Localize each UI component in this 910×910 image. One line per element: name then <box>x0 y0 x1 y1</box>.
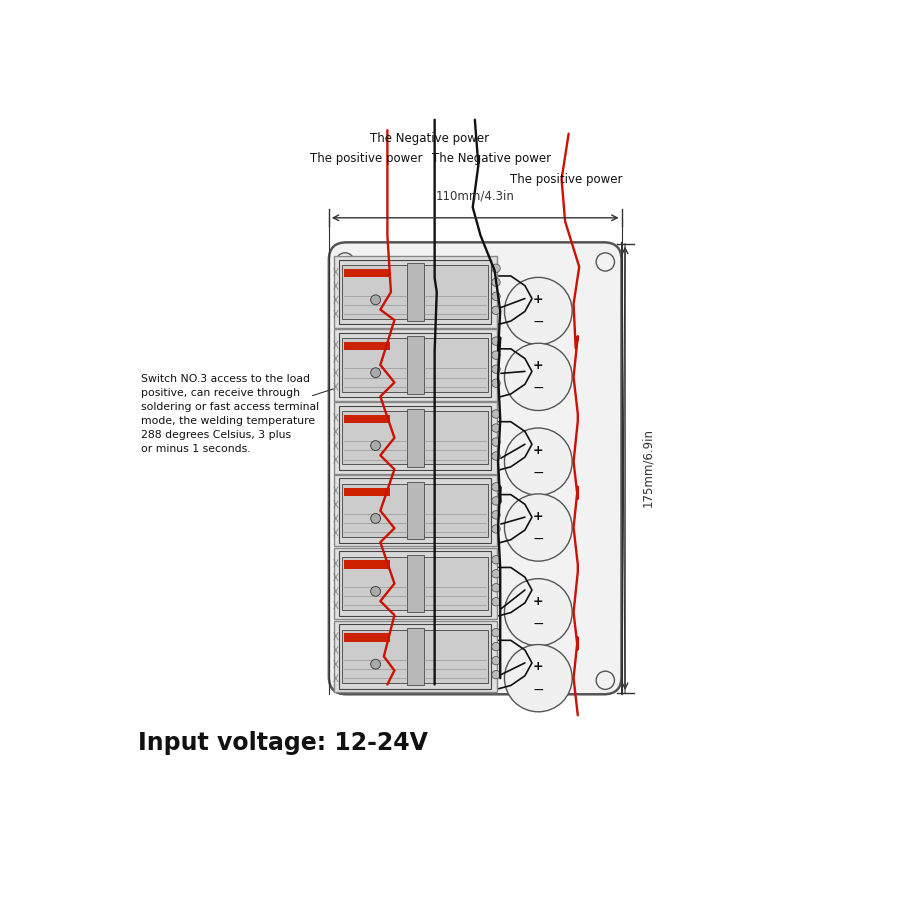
Bar <box>342 484 409 537</box>
Bar <box>342 411 409 464</box>
Text: The Negative power: The Negative power <box>432 153 551 166</box>
Circle shape <box>491 306 501 315</box>
Bar <box>334 621 497 693</box>
Text: +: + <box>533 661 543 673</box>
Bar <box>344 342 390 350</box>
Circle shape <box>504 343 572 410</box>
Bar <box>339 479 491 543</box>
Circle shape <box>491 555 501 564</box>
Bar <box>407 555 424 612</box>
Bar <box>339 624 491 689</box>
Circle shape <box>491 642 501 651</box>
Circle shape <box>491 671 501 679</box>
Bar <box>339 333 491 397</box>
Bar <box>407 410 424 467</box>
Text: +: + <box>533 359 543 372</box>
Text: −: − <box>532 616 544 631</box>
Bar <box>421 266 489 318</box>
Bar <box>407 336 424 394</box>
Circle shape <box>491 292 501 300</box>
Circle shape <box>491 525 501 533</box>
Bar <box>339 260 491 324</box>
Bar <box>421 630 489 683</box>
Circle shape <box>336 672 354 690</box>
Circle shape <box>370 295 380 305</box>
Circle shape <box>491 379 501 388</box>
Bar <box>334 329 497 400</box>
Circle shape <box>491 598 501 606</box>
Bar <box>339 406 491 470</box>
Circle shape <box>491 452 501 460</box>
Circle shape <box>491 264 501 272</box>
Bar <box>344 415 390 423</box>
Circle shape <box>491 570 501 578</box>
Text: +: + <box>533 293 543 307</box>
Text: −: − <box>532 466 544 480</box>
Circle shape <box>370 586 380 596</box>
Circle shape <box>491 511 501 519</box>
Bar <box>334 257 497 328</box>
Bar <box>421 557 489 611</box>
Text: Input voltage: 12-24V: Input voltage: 12-24V <box>138 732 429 755</box>
Bar <box>344 269 390 278</box>
Text: −: − <box>532 682 544 696</box>
Bar <box>344 561 390 569</box>
Circle shape <box>504 278 572 345</box>
Bar <box>339 551 491 616</box>
Circle shape <box>491 410 501 419</box>
Bar <box>342 557 409 611</box>
Circle shape <box>504 644 572 712</box>
Circle shape <box>370 440 380 450</box>
Circle shape <box>491 351 501 359</box>
Bar <box>334 475 497 546</box>
Bar <box>334 548 497 620</box>
Bar <box>342 630 409 683</box>
Bar <box>421 411 489 464</box>
Bar <box>407 263 424 321</box>
Circle shape <box>491 482 501 491</box>
Circle shape <box>491 424 501 432</box>
Text: The positive power: The positive power <box>511 173 622 186</box>
Bar <box>407 482 424 540</box>
Circle shape <box>491 629 501 637</box>
Bar <box>421 484 489 537</box>
Circle shape <box>596 253 614 271</box>
Text: 175mm/6.9in: 175mm/6.9in <box>642 429 654 508</box>
Circle shape <box>596 672 614 690</box>
Circle shape <box>491 583 501 592</box>
Circle shape <box>504 494 572 561</box>
Text: 110mm/4.3in: 110mm/4.3in <box>435 189 514 203</box>
Circle shape <box>370 368 380 378</box>
Circle shape <box>491 278 501 287</box>
Text: The Negative power: The Negative power <box>370 132 490 145</box>
Text: −: − <box>532 531 544 546</box>
Circle shape <box>336 253 354 271</box>
Bar <box>407 628 424 685</box>
Text: Switch NO.3 access to the load
positive, can receive through
soldering or fast a: Switch NO.3 access to the load positive,… <box>140 374 318 454</box>
FancyBboxPatch shape <box>329 242 622 694</box>
Circle shape <box>491 656 501 665</box>
Circle shape <box>370 659 380 669</box>
Circle shape <box>491 497 501 505</box>
Text: The positive power: The positive power <box>310 153 422 166</box>
Circle shape <box>504 579 572 646</box>
Text: +: + <box>533 594 543 608</box>
Bar <box>344 488 390 496</box>
Circle shape <box>491 438 501 446</box>
Bar <box>344 633 390 642</box>
Text: −: − <box>532 381 544 395</box>
Text: +: + <box>533 510 543 523</box>
Circle shape <box>504 428 572 495</box>
Text: −: − <box>532 315 544 329</box>
Bar <box>342 266 409 318</box>
Bar <box>342 339 409 391</box>
Circle shape <box>370 513 380 523</box>
Bar <box>421 339 489 391</box>
Text: +: + <box>533 444 543 457</box>
Bar <box>334 402 497 473</box>
Circle shape <box>491 365 501 373</box>
Circle shape <box>491 337 501 345</box>
